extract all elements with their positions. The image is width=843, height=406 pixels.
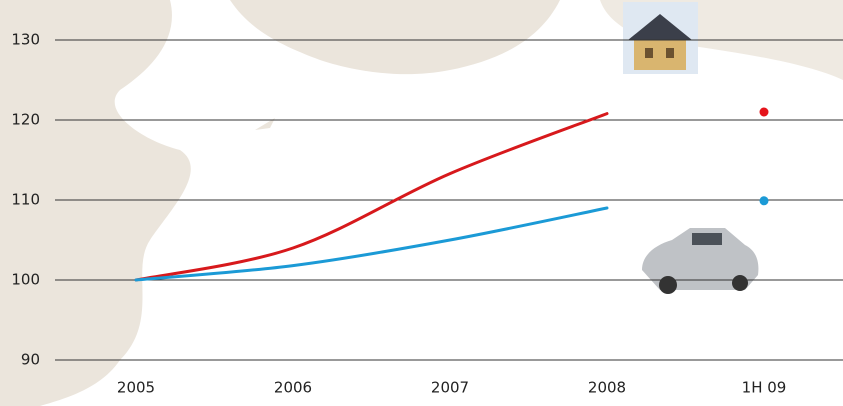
y-tick-label: 110 — [11, 191, 40, 209]
y-tick-label: 120 — [11, 111, 40, 129]
y-tick-label: 90 — [21, 351, 40, 369]
x-tick-label: 2008 — [588, 379, 626, 397]
house-image — [623, 2, 698, 74]
data-point — [760, 108, 769, 117]
x-tick-label: 2007 — [431, 379, 469, 397]
x-tick-label: 2006 — [274, 379, 312, 397]
background-map — [0, 0, 843, 406]
x-tick-label: 1H 09 — [742, 379, 787, 397]
data-point — [760, 196, 769, 205]
y-tick-label: 100 — [11, 271, 40, 289]
x-tick-label: 2005 — [117, 379, 155, 397]
y-tick-label: 130 — [11, 31, 40, 49]
chart: 90 100 110 120 130 2005 2006 2007 2008 1H 09 — [0, 0, 843, 406]
